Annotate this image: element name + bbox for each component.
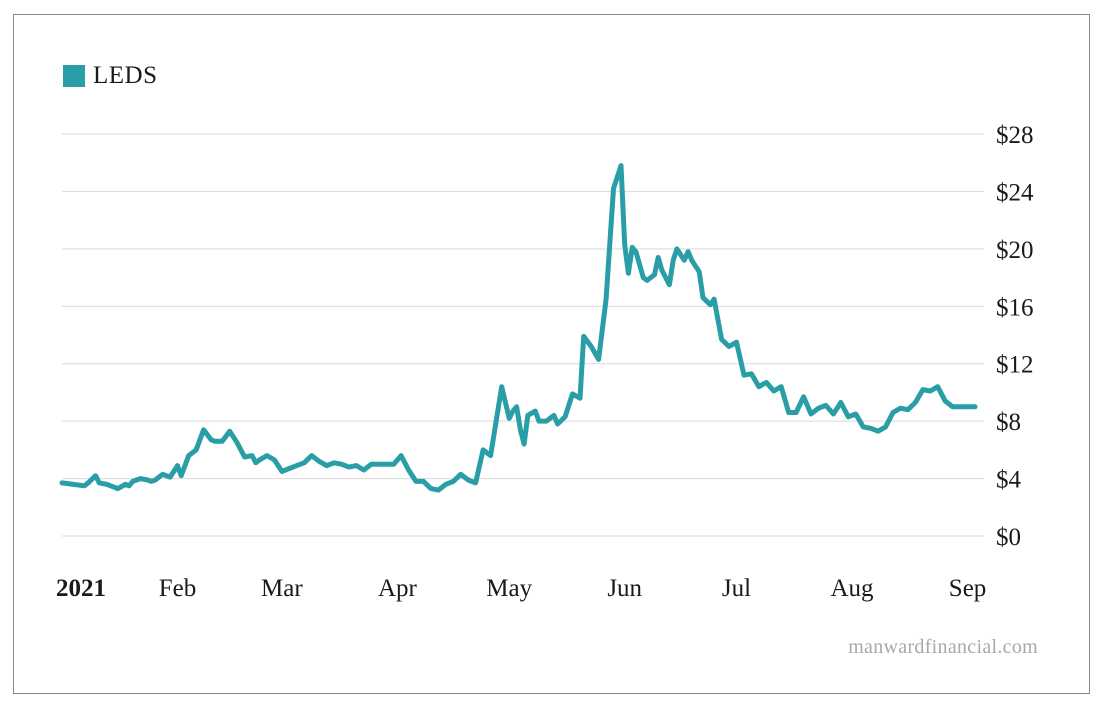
- x-tick-label: May: [486, 575, 532, 602]
- x-tick-label: Aug: [830, 575, 874, 602]
- grid-layer: [62, 133, 984, 537]
- y-tick-label: $8: [996, 409, 1021, 436]
- x-tick-label: Apr: [378, 575, 418, 602]
- legend-label: LEDS: [93, 62, 158, 89]
- x-tick-label: Feb: [159, 575, 197, 602]
- y-tick-label: $20: [996, 237, 1034, 264]
- y-tick-label: $16: [996, 294, 1034, 321]
- x-tick-label: Mar: [261, 575, 303, 602]
- series-layer: [59, 163, 978, 493]
- x-tick-label: Sep: [949, 575, 987, 602]
- x-tick-label: Jun: [607, 575, 642, 602]
- x-axis-ticks: 2021 Feb Mar Apr May Jun Jul Aug Sep: [56, 575, 986, 602]
- x-tick-label: Jul: [722, 575, 751, 602]
- watermark: manwardfinancial.com: [848, 636, 1038, 658]
- chart-frame: [13, 14, 1090, 694]
- x-tick-year-label: 2021: [56, 575, 106, 602]
- legend-swatch: [63, 65, 85, 87]
- legend: LEDS: [63, 62, 158, 90]
- y-tick-label: $4: [996, 467, 1022, 494]
- y-axis-ticks: $0 $4 $8 $12 $16 $20 $24 $28: [996, 122, 1034, 551]
- y-tick-label: $28: [996, 122, 1034, 149]
- series-line-leds: [59, 163, 978, 493]
- y-tick-label: $0: [996, 524, 1021, 551]
- y-tick-label: $12: [996, 352, 1034, 379]
- y-tick-label: $24: [996, 179, 1034, 206]
